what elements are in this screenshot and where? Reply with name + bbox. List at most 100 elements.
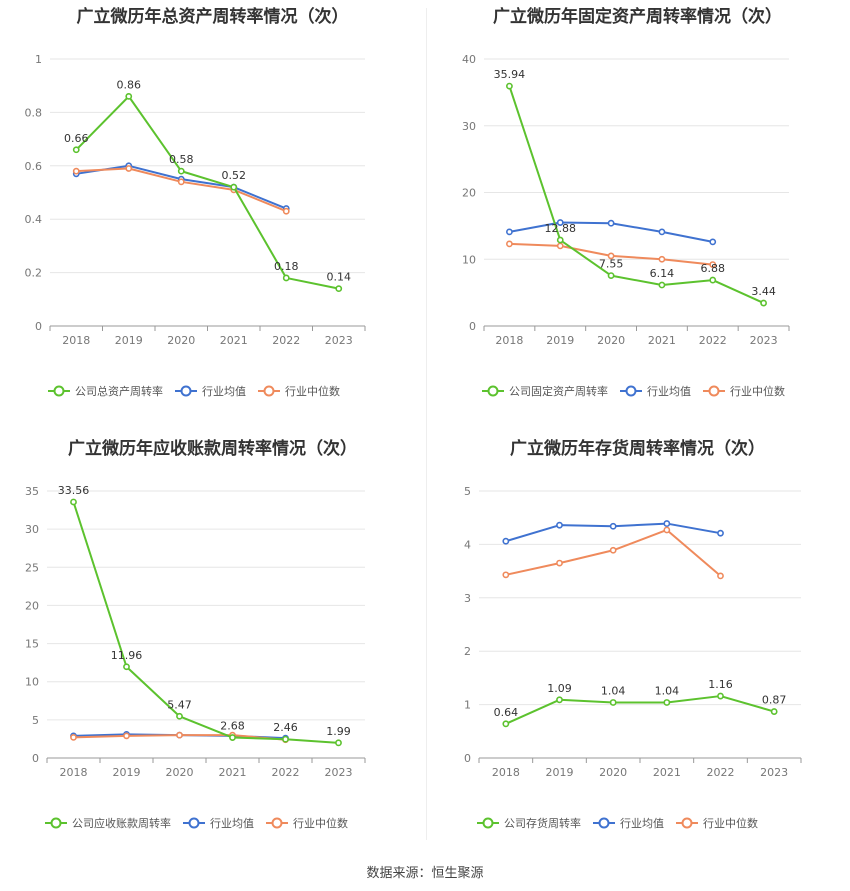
data-point[interactable] — [229, 734, 236, 741]
y-tick-label: 10 — [462, 253, 476, 266]
data-point[interactable] — [760, 299, 767, 307]
data-label: 0.86 — [117, 78, 142, 91]
data-point[interactable] — [125, 92, 133, 100]
legend-label: 行业中位数 — [703, 816, 758, 830]
data-point[interactable] — [609, 546, 617, 554]
y-tick-label: 1 — [35, 53, 42, 66]
data-point[interactable] — [125, 165, 133, 172]
data-point[interactable] — [663, 520, 671, 527]
y-tick-label: 1 — [464, 699, 471, 712]
y-tick-label: 40 — [462, 53, 476, 66]
data-point[interactable] — [335, 285, 343, 293]
data-point[interactable] — [230, 183, 238, 191]
data-point[interactable] — [663, 526, 671, 534]
legend-item[interactable]: 行业中位数 — [266, 816, 348, 830]
data-point[interactable] — [556, 236, 564, 244]
y-tick-label: 0.2 — [25, 267, 43, 280]
x-tick-label: 2023 — [750, 334, 778, 347]
legend-marker-icon — [482, 817, 494, 829]
data-point[interactable] — [176, 731, 183, 739]
data-label: 35.94 — [494, 68, 526, 81]
data-point[interactable] — [658, 228, 666, 236]
data-point[interactable] — [506, 228, 513, 236]
data-point[interactable] — [717, 529, 724, 537]
data-point[interactable] — [607, 272, 615, 280]
y-tick-label: 30 — [25, 523, 39, 536]
chart-fixed-asset-turnover: 广立微历年固定资产周转率情况（次） 0 10 20 30 40 2018 2019 2020 2… — [425, 0, 850, 432]
legend-item[interactable]: 行业中位数 — [258, 384, 340, 398]
data-point[interactable] — [72, 146, 80, 154]
data-point[interactable] — [282, 207, 290, 215]
data-point[interactable] — [282, 274, 290, 282]
legend-marker-icon — [487, 385, 499, 397]
data-label: 7.55 — [599, 258, 624, 271]
series-line — [505, 695, 775, 725]
x-tick-label: 2019 — [115, 334, 143, 347]
legend-item[interactable]: 行业中位数 — [703, 384, 785, 398]
data-label: 2.46 — [273, 721, 298, 734]
data-point[interactable] — [177, 178, 185, 186]
series-line — [72, 501, 339, 744]
x-tick-label: 2023 — [760, 766, 788, 779]
data-label: 0.52 — [222, 169, 247, 182]
x-tick-label: 2018 — [60, 766, 88, 779]
y-tick-label: 3 — [464, 592, 471, 605]
legend-marker-icon — [681, 817, 693, 829]
data-label: 11.96 — [111, 649, 143, 662]
data-point[interactable] — [658, 255, 666, 263]
y-tick-label: 35 — [25, 485, 39, 498]
data-label: 1.09 — [547, 682, 572, 695]
data-point[interactable] — [609, 699, 617, 706]
data-point[interactable] — [556, 219, 564, 226]
data-point[interactable] — [556, 242, 564, 250]
data-point[interactable] — [607, 219, 615, 227]
data-point[interactable] — [717, 692, 724, 700]
legend-item[interactable]: 行业均值 — [620, 385, 691, 398]
legend-item[interactable]: 行业均值 — [593, 817, 664, 830]
chart-title: 广立微历年应收账款周转率情况（次） — [68, 439, 357, 459]
legend-item[interactable]: 公司总资产周转率 — [48, 384, 163, 398]
data-point[interactable] — [709, 261, 717, 268]
legend-label: 公司存货周转率 — [504, 816, 581, 830]
data-point[interactable] — [556, 696, 563, 704]
data-point[interactable] — [335, 739, 342, 747]
legend-item[interactable]: 公司固定资产周转率 — [482, 384, 608, 398]
data-point[interactable] — [502, 571, 510, 579]
data-point[interactable] — [609, 522, 617, 530]
data-point[interactable] — [556, 521, 563, 529]
data-point[interactable] — [70, 734, 77, 741]
legend-item[interactable]: 公司存货周转率 — [477, 816, 581, 830]
legend-marker-icon — [625, 385, 637, 397]
data-point[interactable] — [506, 82, 513, 90]
legend-item[interactable]: 行业均值 — [175, 385, 246, 398]
data-point[interactable] — [717, 572, 724, 580]
data-point[interactable] — [502, 537, 510, 545]
data-point[interactable] — [709, 276, 717, 284]
data-label: 33.56 — [58, 484, 90, 497]
data-point[interactable] — [502, 720, 510, 728]
chart-title: 广立微历年固定资产周转率情况（次） — [493, 7, 782, 27]
data-label: 5.47 — [167, 698, 192, 711]
legend-label: 行业均值 — [210, 817, 254, 830]
data-point[interactable] — [663, 699, 671, 706]
data-label: 6.14 — [650, 267, 675, 280]
data-point[interactable] — [72, 167, 80, 175]
data-point[interactable] — [658, 281, 666, 289]
data-point[interactable] — [123, 663, 130, 671]
data-point[interactable] — [176, 712, 183, 720]
data-point[interactable] — [70, 498, 77, 506]
legend-item[interactable]: 行业均值 — [183, 817, 254, 830]
legend-item[interactable]: 行业中位数 — [676, 816, 758, 830]
legend-item[interactable]: 公司应收账款周转率 — [45, 816, 171, 830]
data-point[interactable] — [556, 559, 563, 567]
x-tick-label: 2021 — [219, 766, 247, 779]
data-point[interactable] — [709, 238, 717, 246]
legend-marker-icon — [263, 385, 275, 397]
data-point[interactable] — [177, 167, 185, 175]
data-point[interactable] — [770, 708, 778, 715]
data-point[interactable] — [123, 732, 130, 740]
data-point[interactable] — [607, 252, 615, 260]
y-tick-label: 30 — [462, 120, 476, 133]
data-point[interactable] — [282, 735, 289, 743]
data-point[interactable] — [506, 240, 513, 248]
